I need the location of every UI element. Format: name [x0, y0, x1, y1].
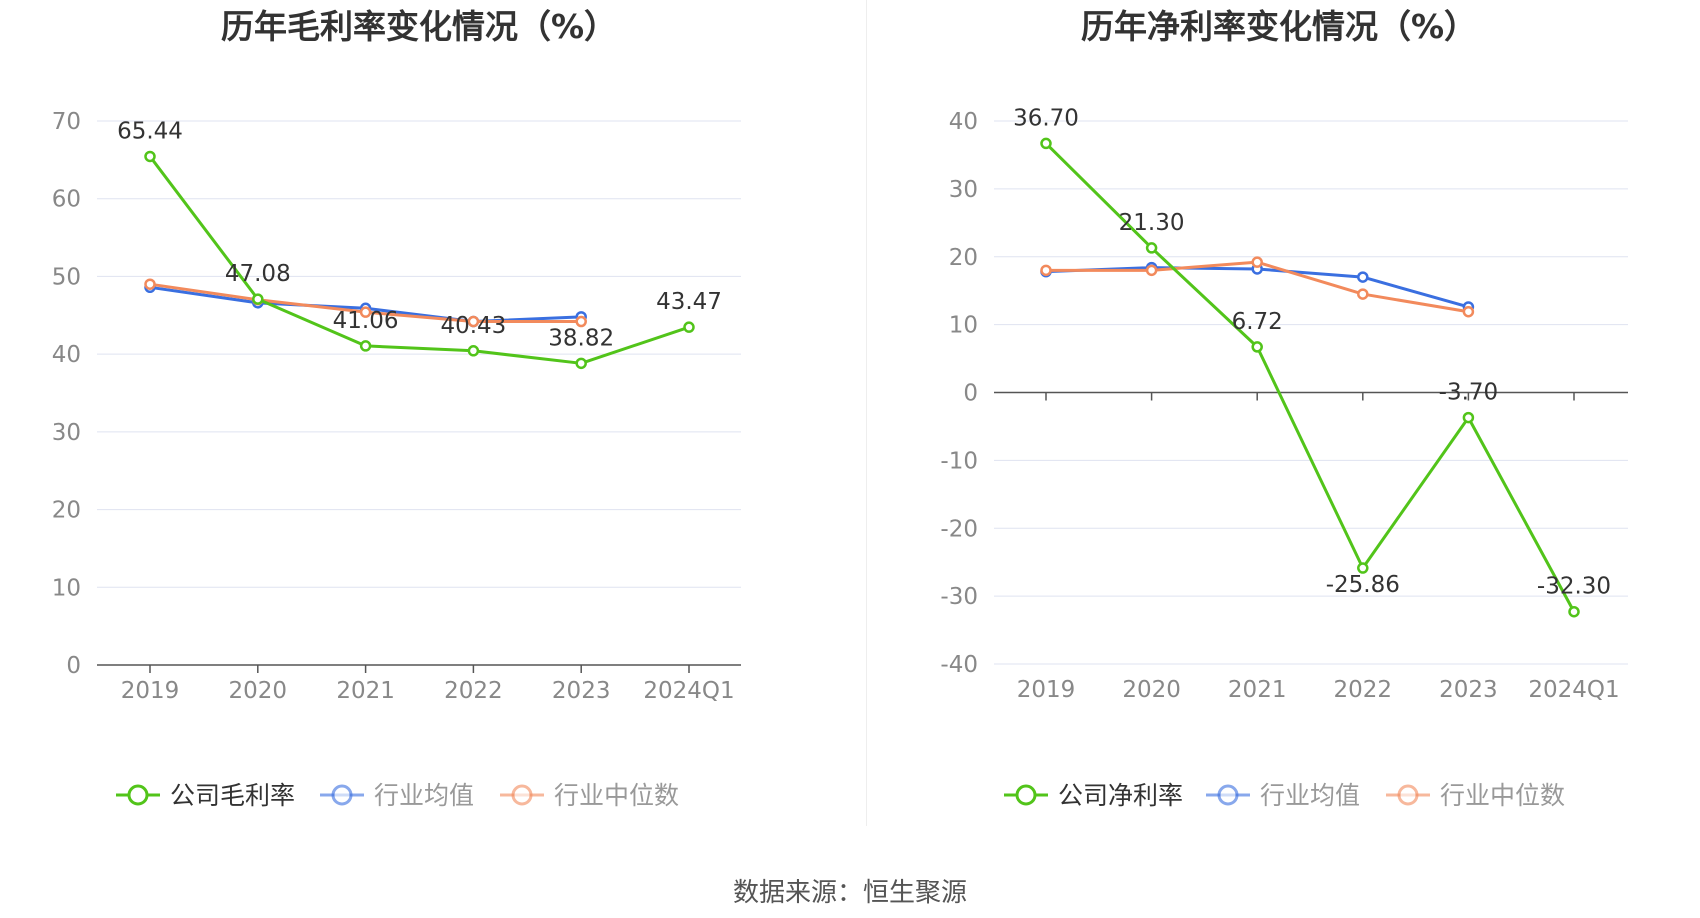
panel-divider — [866, 0, 867, 826]
gross-y-tick-label: 50 — [52, 264, 81, 290]
net-series-line-company — [1044, 142, 1576, 613]
net-data-point-industry_median — [1145, 264, 1158, 277]
gross-y-tick-label: 40 — [52, 342, 81, 368]
gross-legend-label-industry_avg: 行业均值 — [374, 781, 474, 810]
gross-data-point-industry_median — [144, 278, 156, 290]
gross-data-point-company — [359, 340, 372, 352]
net-y-tick-label: -20 — [940, 516, 978, 542]
gross-legend-marker-company — [127, 784, 149, 806]
gross-x-tick-label: 2019 — [121, 678, 180, 704]
gross-data-label: 47.08 — [225, 261, 291, 287]
net-y-tick-label: -30 — [940, 584, 978, 610]
net-data-label: -25.86 — [1326, 572, 1400, 598]
gross-y-tick-label: 0 — [66, 653, 81, 679]
gross-data-label: 43.47 — [656, 289, 722, 315]
gross-data-point-industry_median — [467, 315, 480, 328]
net-data-point-company — [1040, 137, 1052, 150]
data-source-label: 数据来源：恒生聚源 — [732, 878, 967, 908]
net-legend-label-industry_median: 行业中位数 — [1440, 781, 1565, 810]
net-chart-title: 历年净利率变化情况（%） — [1081, 7, 1477, 46]
net-data-point-company — [1145, 242, 1158, 254]
net-margin-chart: 历年净利率变化情况（%） -40 -30 -20 -10 0 10 20 30 40 2019 202… — [940, 7, 1628, 810]
gross-y-tick-label: 30 — [52, 420, 81, 446]
net-legend-marker-industry_median — [1397, 784, 1419, 806]
gross-data-label: 40.43 — [440, 313, 506, 339]
net-y-tick-label: 20 — [949, 245, 978, 271]
net-legend-marker-company — [1015, 784, 1037, 806]
gross-x-tick-label: 2021 — [336, 678, 395, 704]
gross-legend-label-company: 公司毛利率 — [170, 781, 295, 810]
net-data-point-company — [1462, 411, 1475, 424]
net-data-point-company — [1357, 562, 1369, 574]
net-data-point-industry_median — [1357, 288, 1369, 300]
net-data-label: -32.30 — [1537, 574, 1611, 600]
net-data-label: 36.70 — [1013, 105, 1079, 131]
net-y-tick-label: 40 — [949, 109, 978, 135]
gross-x-tick-label: 2024Q1 — [643, 678, 734, 704]
net-x-tick-label: 2019 — [1017, 677, 1076, 703]
net-data-point-industry_median — [1251, 256, 1263, 268]
gross-y-tick-label: 20 — [52, 498, 81, 524]
net-x-tick-label: 2022 — [1334, 677, 1393, 703]
gross-legend-label-industry_median: 行业中位数 — [554, 781, 679, 810]
net-x-tick-label: 2020 — [1122, 677, 1181, 703]
net-legend-label-company: 公司净利率 — [1058, 781, 1183, 810]
net-x-tick-label: 2021 — [1228, 677, 1287, 703]
net-y-tick-label: 0 — [963, 381, 978, 407]
net-data-point-company — [1251, 341, 1263, 353]
net-data-point-industry_median — [1040, 264, 1052, 277]
gross-data-label: 65.44 — [117, 118, 183, 144]
gross-y-tick-label: 60 — [52, 187, 81, 213]
gross-series-line-company — [148, 155, 690, 365]
net-data-label: -3.70 — [1439, 380, 1499, 406]
net-y-tick-label: -40 — [940, 652, 978, 678]
net-data-point-industry_median — [1462, 305, 1475, 318]
net-data-label: 6.72 — [1232, 309, 1283, 335]
gross-x-tick-label: 2023 — [552, 678, 611, 704]
gross-data-point-industry_median — [359, 306, 372, 318]
net-data-point-industry_avg — [1357, 271, 1369, 283]
gross-x-tick-label: 2020 — [229, 678, 288, 704]
net-x-tick-label: 2023 — [1439, 677, 1498, 703]
gross-data-point-company — [252, 293, 264, 305]
gross-margin-chart: 历年毛利率变化情况（%） 0 10 20 30 40 50 60 70 2019 2020 2021 2… — [52, 7, 741, 810]
gross-chart-title: 历年毛利率变化情况（%） — [221, 7, 617, 46]
net-y-tick-label: 30 — [949, 177, 978, 203]
gross-y-tick-label: 10 — [52, 575, 81, 601]
net-legend-marker-industry_avg — [1217, 784, 1239, 806]
gross-data-point-company — [575, 357, 587, 370]
gross-data-point-industry_median — [575, 315, 587, 328]
net-x-tick-label: 2024Q1 — [1528, 677, 1619, 703]
net-y-tick-label: 10 — [949, 313, 978, 339]
net-y-tick-label: -10 — [940, 448, 978, 474]
gross-data-label: 41.06 — [333, 308, 399, 334]
gross-y-tick-label: 70 — [52, 109, 81, 135]
net-legend-label-industry_avg: 行业均值 — [1260, 781, 1360, 810]
gross-data-point-company — [467, 345, 480, 357]
gross-data-label: 38.82 — [548, 325, 614, 351]
gross-legend-marker-industry_median — [511, 784, 533, 806]
gross-legend-marker-industry_avg — [331, 784, 353, 806]
gross-data-point-company — [144, 150, 156, 163]
gross-x-tick-label: 2022 — [444, 678, 503, 704]
net-data-label: 21.30 — [1119, 210, 1185, 236]
net-data-point-company — [1568, 605, 1580, 618]
gross-data-point-company — [683, 321, 695, 333]
